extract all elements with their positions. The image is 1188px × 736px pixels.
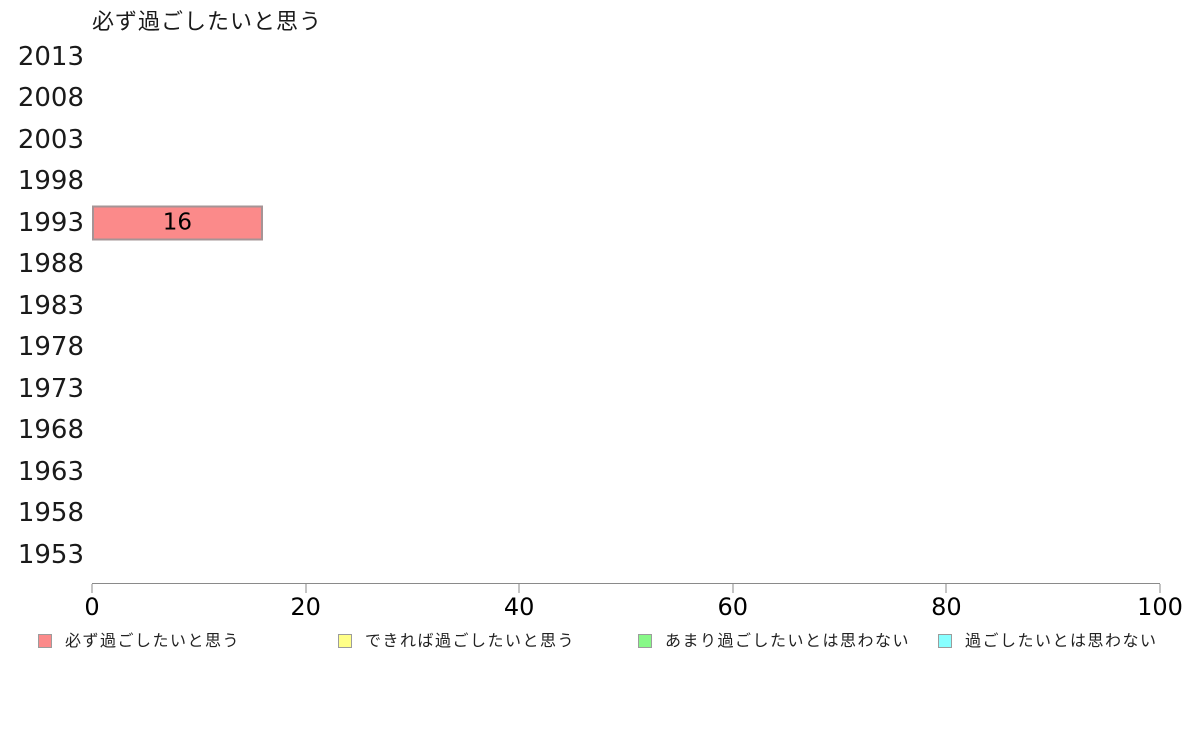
- chart-row: 1983: [0, 285, 1188, 327]
- chart-row: 1963: [0, 451, 1188, 493]
- x-axis-tick-label: 20: [290, 593, 321, 621]
- bar-value-label: 16: [162, 209, 193, 236]
- y-axis-label: 2008: [17, 83, 84, 114]
- bar-track: [92, 327, 1160, 369]
- bar-track: [92, 119, 1160, 161]
- legend-swatch-icon: [338, 634, 352, 648]
- y-axis-label: 1983: [17, 290, 84, 321]
- x-axis-tick: [91, 584, 93, 593]
- chart-row: 1988: [0, 244, 1188, 286]
- chart-row: 1973: [0, 368, 1188, 410]
- y-axis-label: 1958: [17, 498, 84, 529]
- chart-row: 1993 16: [0, 202, 1188, 244]
- plot-area: 2013 2008 2003 1998 1993 16 1988 1983 1978 1973 19…: [0, 36, 1188, 576]
- legend: 必ず過ごしたいと思う できれば過ごしたいと思う あまり過ごしたいとは思わない 過ごした…: [0, 633, 1188, 653]
- chart-row: 2013: [0, 36, 1188, 78]
- bar-track: [92, 78, 1160, 120]
- bar-track: [92, 451, 1160, 493]
- x-axis-tick: [732, 584, 734, 593]
- bar-track: [92, 493, 1160, 535]
- bar-series-0-1993[interactable]: 16: [92, 205, 263, 241]
- bar-track: [92, 368, 1160, 410]
- legend-item-0[interactable]: 必ず過ごしたいと思う: [38, 633, 240, 649]
- x-axis-tick-label: 0: [84, 593, 100, 621]
- legend-swatch-icon: [38, 634, 52, 648]
- legend-item-2[interactable]: あまり過ごしたいとは思わない: [638, 633, 910, 649]
- bar-track: [92, 285, 1160, 327]
- y-axis-label: 1963: [17, 456, 84, 487]
- legend-item-3[interactable]: 過ごしたいとは思わない: [938, 633, 1158, 649]
- chart-row: 2003: [0, 119, 1188, 161]
- legend-label: できれば過ごしたいと思う: [365, 631, 576, 650]
- chart-row: 1968: [0, 410, 1188, 452]
- chart-row: 1998: [0, 161, 1188, 203]
- y-axis-label: 2003: [17, 124, 84, 155]
- x-axis: 0 20 40 60 80 100: [84, 583, 1183, 619]
- x-axis-tick: [945, 584, 947, 593]
- bar-track: 16: [92, 202, 1160, 244]
- legend-swatch-icon: [938, 634, 952, 648]
- x-axis-tick-label: 100: [1137, 593, 1183, 621]
- y-axis-label: 1998: [17, 166, 84, 197]
- y-axis-label: 2013: [17, 41, 84, 72]
- x-axis-tick: [305, 584, 307, 593]
- x-axis-tick: [518, 584, 520, 593]
- chart-row: 1953: [0, 534, 1188, 576]
- legend-label: 過ごしたいとは思わない: [965, 631, 1158, 650]
- bar-track: [92, 161, 1160, 203]
- x-axis-tick-label: 80: [931, 593, 962, 621]
- x-axis-tick-label: 60: [717, 593, 749, 621]
- x-axis-tick-label: 40: [503, 593, 535, 621]
- legend-label: あまり過ごしたいとは思わない: [665, 631, 911, 650]
- y-axis-label: 1993: [17, 207, 84, 238]
- bar-track: [92, 244, 1160, 286]
- y-axis-label: 1988: [17, 249, 84, 280]
- bar-track: [92, 36, 1160, 78]
- y-axis-label: 1978: [17, 332, 84, 363]
- y-axis-label: 1953: [17, 539, 84, 570]
- chart-row: 2008: [0, 78, 1188, 120]
- legend-item-1[interactable]: できれば過ごしたいと思う: [338, 633, 575, 649]
- y-axis-label: 1973: [17, 373, 84, 404]
- x-axis-tick: [1159, 584, 1161, 593]
- bar-track: [92, 410, 1160, 452]
- bar-track: [92, 534, 1160, 576]
- legend-swatch-icon: [638, 634, 652, 648]
- chart-row: 1958: [0, 493, 1188, 535]
- chart-row: 1978: [0, 327, 1188, 369]
- y-axis-label: 1968: [17, 415, 84, 446]
- legend-label: 必ず過ごしたいと思う: [65, 631, 241, 650]
- chart-title: 必ず過ごしたいと思う: [92, 10, 323, 35]
